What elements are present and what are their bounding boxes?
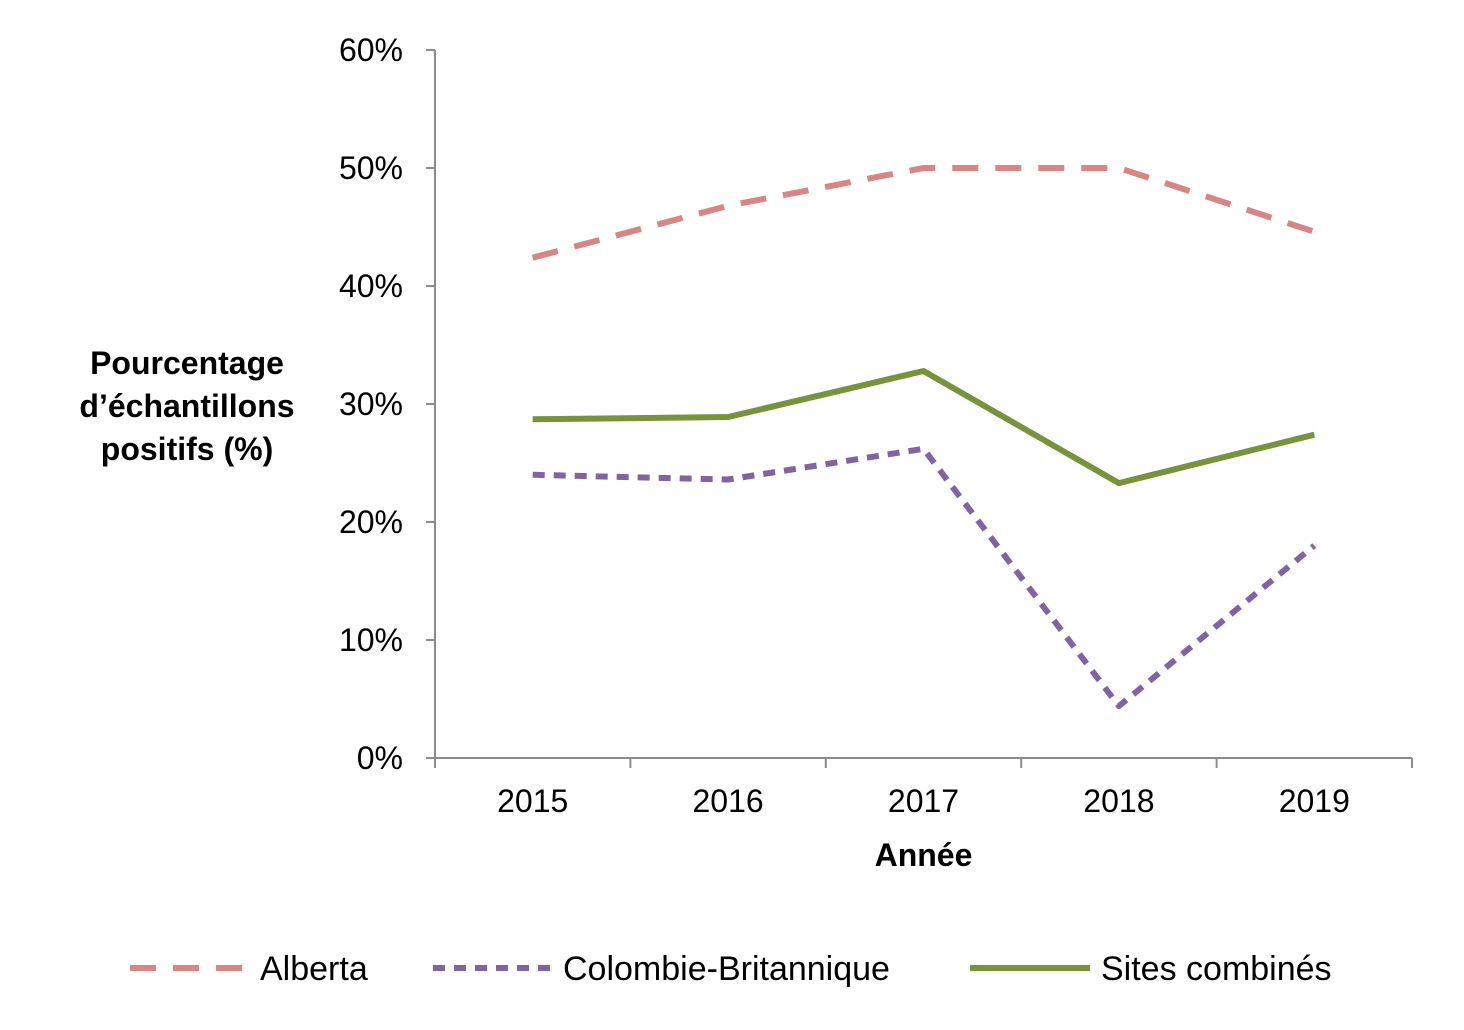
y-tick-label: 50% — [339, 150, 403, 186]
x-axis-ticks: 2015 2016 2017 2018 2019 — [434, 758, 1413, 819]
x-axis-title: Année — [875, 837, 973, 873]
y-axis-ticks: 0% 10% 20% 30% 40% 50% 60% — [339, 32, 435, 776]
y-axis-title-line: Pourcentage — [90, 345, 284, 381]
y-axis-title: Pourcentage d’échantillons positifs (%) — [79, 345, 294, 467]
x-tick-label: 2015 — [497, 783, 568, 819]
y-tick-label: 0% — [357, 740, 403, 776]
legend-label: Sites combinés — [1101, 950, 1332, 988]
y-tick-label: 60% — [339, 32, 403, 68]
y-axis-title-line: d’échantillons — [79, 388, 294, 424]
x-tick-label: 2016 — [693, 783, 764, 819]
y-tick-label: 40% — [339, 268, 403, 304]
x-tick-label: 2019 — [1279, 783, 1350, 819]
y-tick-label: 30% — [339, 386, 403, 422]
y-tick-label: 10% — [339, 622, 403, 658]
series-line-2 — [532, 368, 1316, 487]
y-axis-title-line: positifs (%) — [101, 431, 273, 467]
legend-item: Colombie-Britannique — [433, 950, 890, 988]
series-line-1 — [532, 445, 1317, 710]
x-tick-label: 2017 — [888, 783, 959, 819]
legend-label: Colombie-Britannique — [563, 950, 890, 988]
series-lines — [531, 165, 1317, 710]
legend-item: Alberta — [130, 950, 368, 988]
legend: Alberta Colombie-Britannique Sites combiné… — [130, 950, 1332, 988]
x-tick-label: 2018 — [1083, 783, 1154, 819]
legend-label: Alberta — [260, 950, 368, 988]
y-tick-label: 20% — [339, 504, 403, 540]
legend-item: Sites combinés — [970, 950, 1332, 988]
series-line-0 — [531, 165, 1316, 261]
